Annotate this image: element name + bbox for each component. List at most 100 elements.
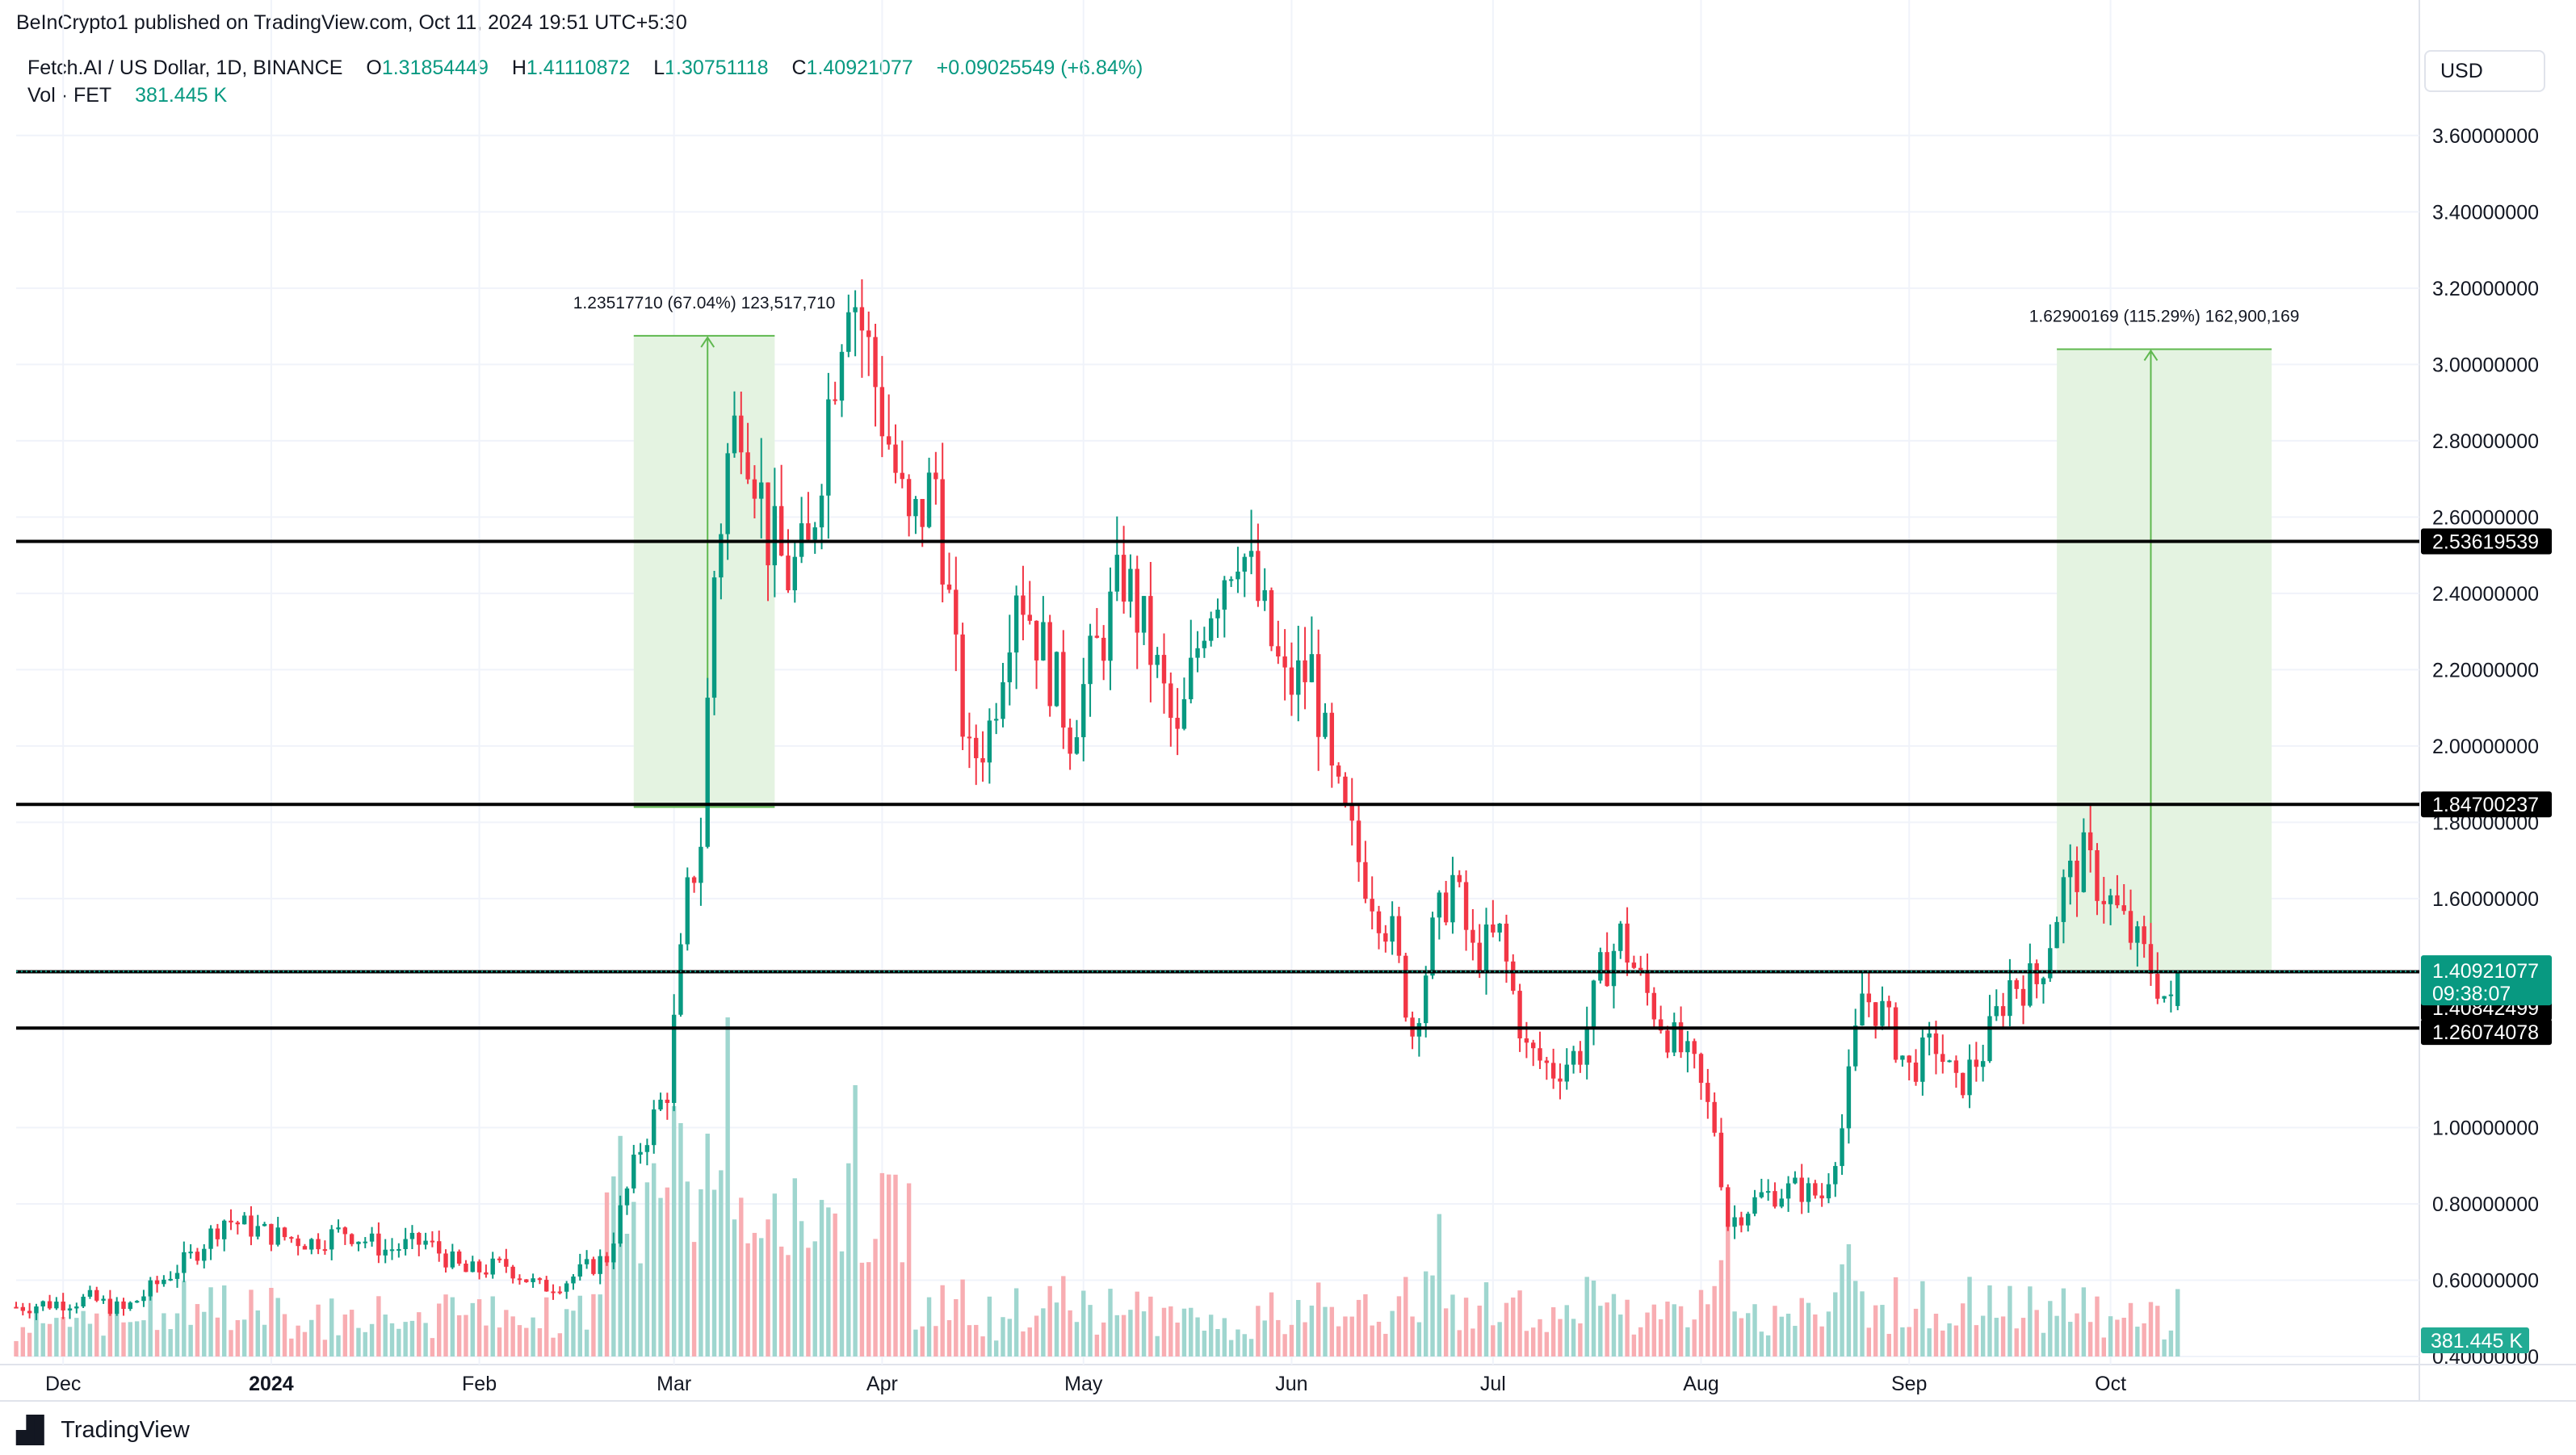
candle-body <box>128 1302 133 1310</box>
candle-body <box>531 1278 535 1282</box>
price-labels: 2.536195391.847002371.408424991.26074078… <box>2421 528 2552 1353</box>
candle-body <box>2014 980 2019 989</box>
candle-body <box>699 846 703 883</box>
volume-bar <box>2128 1302 2133 1356</box>
volume-bar <box>296 1325 300 1356</box>
candle-body <box>1591 980 1596 1028</box>
volume-bar <box>900 1262 904 1356</box>
candle-body <box>1739 1217 1744 1226</box>
volume-bar <box>631 1201 636 1356</box>
volume-bar <box>1303 1322 1307 1356</box>
volume-bar <box>1215 1329 1220 1356</box>
candle-body <box>859 307 865 331</box>
candle-body <box>1947 1060 1952 1063</box>
volume-bar <box>913 1329 918 1356</box>
volume-label[interactable]: Vol · FET <box>27 84 112 107</box>
candle-body <box>1913 1062 1919 1082</box>
volume-bar <box>1410 1316 1415 1356</box>
volume-bar <box>1538 1319 1542 1356</box>
candle-body <box>1148 596 1153 665</box>
low-label: L <box>653 57 665 79</box>
candle-body <box>980 758 985 763</box>
candle-body <box>249 1215 254 1237</box>
volume-bar <box>987 1296 992 1356</box>
volume-bar <box>591 1294 596 1356</box>
candle-body <box>1658 1019 1663 1031</box>
candle-body <box>1853 1025 1858 1067</box>
candle-body <box>900 472 904 480</box>
candle-body <box>101 1298 106 1301</box>
candle-body <box>1222 580 1227 610</box>
volume-bar <box>732 1219 737 1356</box>
volume-bar <box>960 1279 965 1356</box>
volume-bar <box>1625 1299 1630 1356</box>
volume-bar <box>1007 1319 1013 1356</box>
candlesticks <box>14 279 2180 1320</box>
volume-bar <box>652 1163 657 1356</box>
symbol-title[interactable]: Fetch.AI / US Dollar, 1D, BINANCE <box>27 57 343 79</box>
price-tick-label: 3.00000000 <box>2432 354 2539 376</box>
candle-body <box>188 1252 193 1254</box>
candle-body <box>497 1258 502 1260</box>
candle-body <box>215 1228 220 1239</box>
candle-body <box>732 415 737 454</box>
candle-body <box>1303 660 1307 682</box>
candle-body <box>148 1280 153 1297</box>
volume-bar <box>604 1192 610 1356</box>
candle-body <box>1021 595 1026 615</box>
volume-bar <box>1806 1302 1811 1356</box>
candle-body <box>1953 1060 1959 1073</box>
volume-bar <box>356 1327 361 1356</box>
volume-bar <box>906 1183 912 1356</box>
volume-bar <box>711 1189 717 1356</box>
candle-body <box>1477 942 1482 971</box>
volume-bar <box>873 1239 878 1356</box>
volume-bar <box>1558 1319 1563 1356</box>
candle-body <box>1538 1048 1542 1061</box>
candle-body <box>1900 1055 1905 1060</box>
candle-body <box>2168 994 2174 996</box>
candle-body <box>893 444 898 473</box>
price-tick-label: 2.40000000 <box>2432 583 2539 606</box>
candle-body <box>557 1291 563 1294</box>
candle-body <box>1504 923 1509 962</box>
volume-bar <box>1262 1320 1267 1356</box>
open-label: O <box>366 57 382 79</box>
candle-body <box>1625 923 1630 963</box>
candle-body <box>107 1298 113 1315</box>
volume-bar <box>476 1299 482 1356</box>
candle-body <box>1088 635 1093 685</box>
horizontal-level-label-bg <box>2421 528 2552 555</box>
candle-body <box>349 1234 355 1244</box>
volume-bar <box>409 1320 415 1356</box>
volume-bar <box>221 1285 227 1356</box>
candle-body <box>1262 590 1267 602</box>
candle-body <box>255 1226 260 1237</box>
last-price-label: 1.40921077 <box>2432 960 2539 983</box>
candle-body <box>618 1205 623 1244</box>
currency-button[interactable]: USD <box>2424 50 2545 92</box>
candle-body <box>1450 874 1455 923</box>
candle-body <box>1236 571 1240 580</box>
volume-bar <box>148 1291 153 1356</box>
candle-body <box>1940 1054 1945 1063</box>
volume-bar <box>2061 1288 2066 1356</box>
candle-body <box>1416 1023 1422 1037</box>
candle-body <box>1363 862 1368 899</box>
symbol-legend: Fetch.AI / US Dollar, 1D, BINANCE O1.318… <box>27 57 1143 80</box>
volume-bar <box>121 1322 126 1356</box>
candle-body <box>1471 929 1475 943</box>
candle-body <box>1893 1007 1898 1060</box>
volume-bar <box>403 1322 408 1356</box>
candle-body <box>1886 1000 1891 1008</box>
volume-bar <box>699 1189 703 1356</box>
tradingview-logo-icon: ▟▌ <box>16 1415 54 1445</box>
candle-body <box>67 1308 73 1310</box>
tradingview-logo[interactable]: ▟▌ TradingView <box>16 1415 190 1445</box>
candle-body <box>826 399 831 496</box>
volume-bar <box>584 1329 589 1356</box>
candle-body <box>1007 652 1013 682</box>
candle-body <box>611 1243 616 1263</box>
volume-bar <box>2054 1315 2059 1356</box>
